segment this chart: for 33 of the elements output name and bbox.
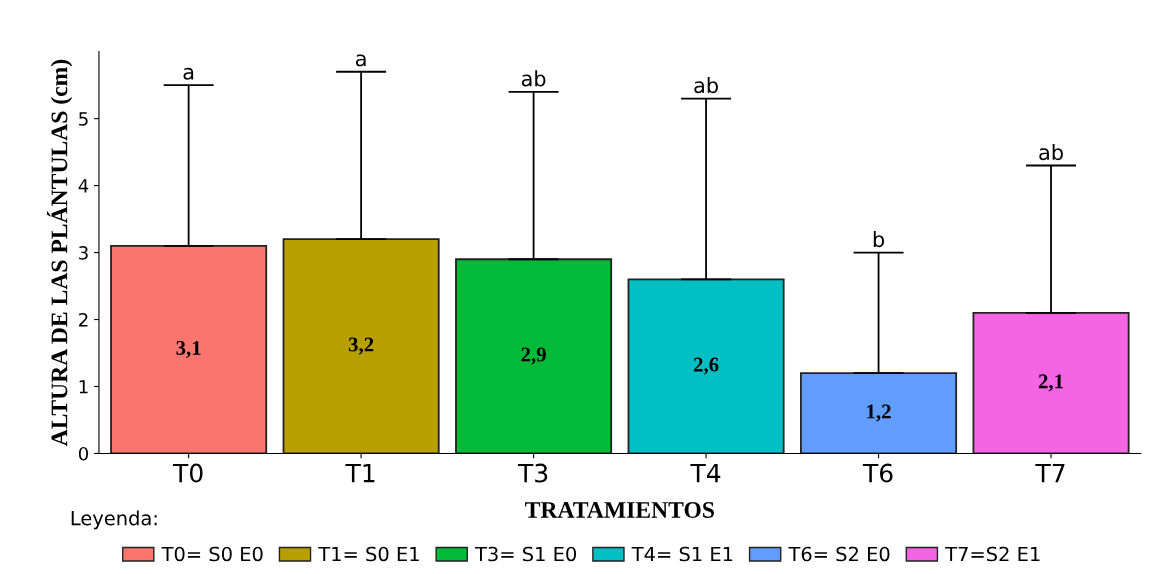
legend-label: T4= S1 E1 — [631, 546, 733, 562]
legend-title: Leyenda: — [71, 510, 157, 530]
y-tick-label: 2 — [79, 312, 88, 327]
y-tick-label: 5 — [79, 112, 88, 126]
annotation: ab — [694, 77, 718, 94]
annotation: b — [873, 231, 885, 248]
y-tick-label: 1 — [79, 380, 88, 394]
legend-label: T1= S0 E1 — [318, 546, 419, 562]
x-tick-label: T6 — [862, 463, 893, 483]
data-label: 3,1 — [176, 340, 201, 358]
legend-label: T3= S1 E0 — [474, 546, 577, 562]
annotation: a — [355, 54, 366, 67]
data-label: 2,9 — [521, 347, 546, 365]
y-tick-label: 3 — [79, 246, 88, 260]
x-tick-label: T3 — [517, 463, 548, 483]
x-tick-label: T4 — [690, 463, 721, 483]
y-tick-label: 0 — [78, 446, 89, 461]
legend-label: T6= S2 E0 — [788, 546, 890, 562]
x-tick-label: T1 — [345, 463, 375, 483]
legend-label: T7=S2 E1 — [945, 546, 1040, 562]
x-tick-label: T7 — [1035, 463, 1065, 483]
x-axis-title: TRATAMIENTOS — [525, 502, 714, 518]
annotation: ab — [521, 70, 546, 87]
legend-label: T0= S0 E0 — [161, 546, 263, 562]
data-label: 2,1 — [1038, 374, 1063, 392]
data-label: 3,2 — [348, 337, 374, 355]
data-label: 1,2 — [867, 404, 891, 422]
annotation: ab — [1039, 144, 1063, 161]
x-tick-label: T0 — [172, 463, 203, 483]
annotation: a — [183, 67, 194, 80]
data-label: 2,6 — [693, 357, 719, 375]
y-axis-title: ALTURA DE LAS PLÁNTULAS (cm) — [46, 59, 73, 447]
y-tick-label: 4 — [78, 179, 89, 193]
